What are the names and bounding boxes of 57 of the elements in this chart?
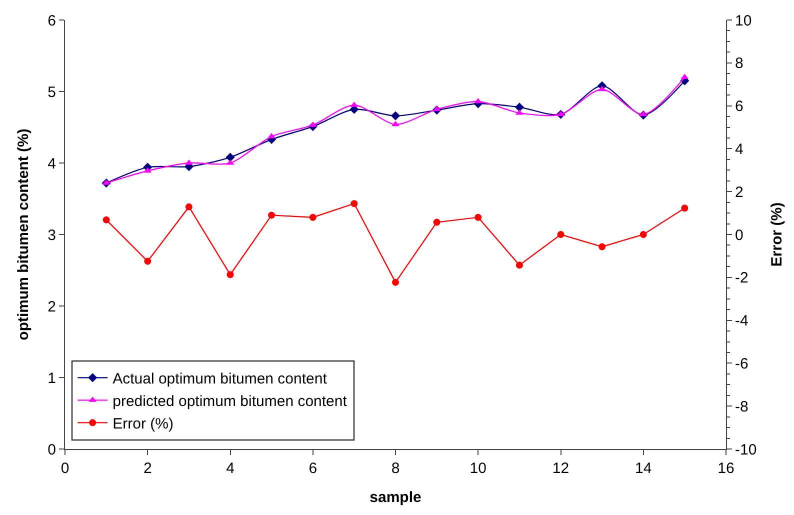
y2-tick-label: 4 [735, 140, 744, 158]
x-tick-label: 12 [552, 460, 570, 477]
y2-tick-label: -2 [735, 270, 748, 287]
y-tick-label: 3 [48, 226, 56, 244]
point [144, 167, 152, 173]
y-axis-title: optimum bitumen content (%) [14, 128, 32, 340]
x-tick-label: 8 [391, 460, 400, 477]
y2-tick-label: -10 [735, 441, 757, 458]
point [515, 109, 524, 115]
point [350, 200, 358, 208]
y-tick-label: 4 [48, 155, 56, 172]
y2-tick-label: 0 [735, 226, 744, 244]
point [390, 111, 400, 120]
y2-tick-label: 10 [735, 12, 752, 30]
point [474, 214, 482, 221]
y2-axis-title: Error (%) [768, 202, 786, 267]
legend-label: predicted optimum bitumen content [112, 393, 348, 410]
point [681, 204, 688, 212]
y2-tick-label: 2 [735, 184, 744, 201]
y-tick-label: 2 [48, 298, 56, 316]
y2-tick-label: -8 [735, 398, 748, 416]
point [144, 258, 152, 265]
point [639, 110, 648, 116]
y-tick-label: 5 [48, 84, 56, 101]
point [556, 110, 565, 116]
y2-tick-label: 6 [735, 98, 744, 116]
x-tick-label: 16 [718, 460, 734, 477]
point [226, 271, 234, 278]
legend-label: Actual optimum bitumen content [112, 370, 328, 388]
y2-tick-label: -6 [735, 355, 748, 372]
point [185, 203, 192, 210]
y2-tick-label: -4 [735, 312, 748, 330]
point [392, 278, 399, 286]
x-tick-label: 2 [143, 460, 152, 477]
point [433, 218, 440, 226]
x-axis-title: sample [370, 489, 422, 506]
point [432, 106, 441, 112]
point [516, 262, 523, 269]
x-tick-label: 10 [470, 460, 486, 477]
point [598, 243, 606, 250]
y-tick-label: 0 [48, 441, 56, 458]
point [598, 86, 606, 92]
point [102, 216, 110, 224]
x-tick-label: 4 [226, 460, 234, 477]
x-tick-label: 14 [635, 460, 652, 477]
x-tick-label: 0 [60, 460, 70, 477]
point [268, 212, 276, 219]
legend-label: Error (%) [112, 416, 174, 433]
y2-tick-label: 8 [735, 55, 744, 72]
x-tick-label: 6 [308, 460, 318, 477]
y-tick-label: 1 [48, 370, 56, 387]
point [514, 102, 524, 112]
point [640, 231, 647, 238]
point [226, 152, 235, 162]
point [309, 214, 316, 221]
y-tick-label: 6 [48, 12, 56, 30]
point [557, 231, 564, 238]
